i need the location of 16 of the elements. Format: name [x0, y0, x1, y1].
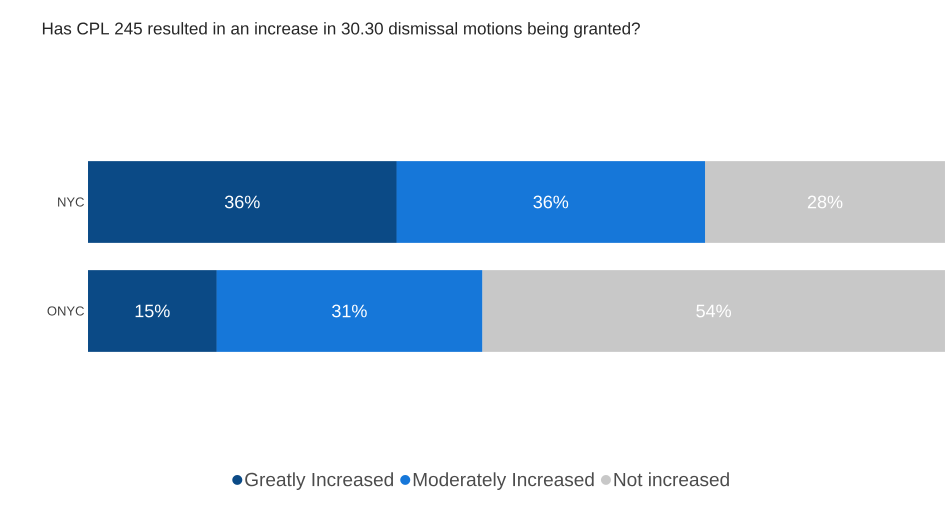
y-tick-label: NYC [58, 197, 84, 207]
bar [88, 161, 397, 243]
bar [88, 270, 217, 352]
bar [705, 161, 945, 243]
legend-label: Not increased [614, 472, 729, 486]
data-label: 15% [136, 304, 170, 318]
bar [396, 161, 706, 243]
data-label: 36% [533, 196, 568, 208]
legend-label: Moderately Increased [414, 472, 594, 490]
bar [216, 270, 482, 352]
data-label: 31% [332, 304, 367, 318]
data-label: 36% [224, 196, 260, 208]
chart-title: Has CPL 245 resulted in an increase in 30.30 dismissal motions being granted? [42, 22, 640, 38]
legend-label: Greatly Increased [245, 472, 393, 490]
y-tick-label: ONYC [48, 306, 84, 316]
bar [482, 270, 945, 352]
